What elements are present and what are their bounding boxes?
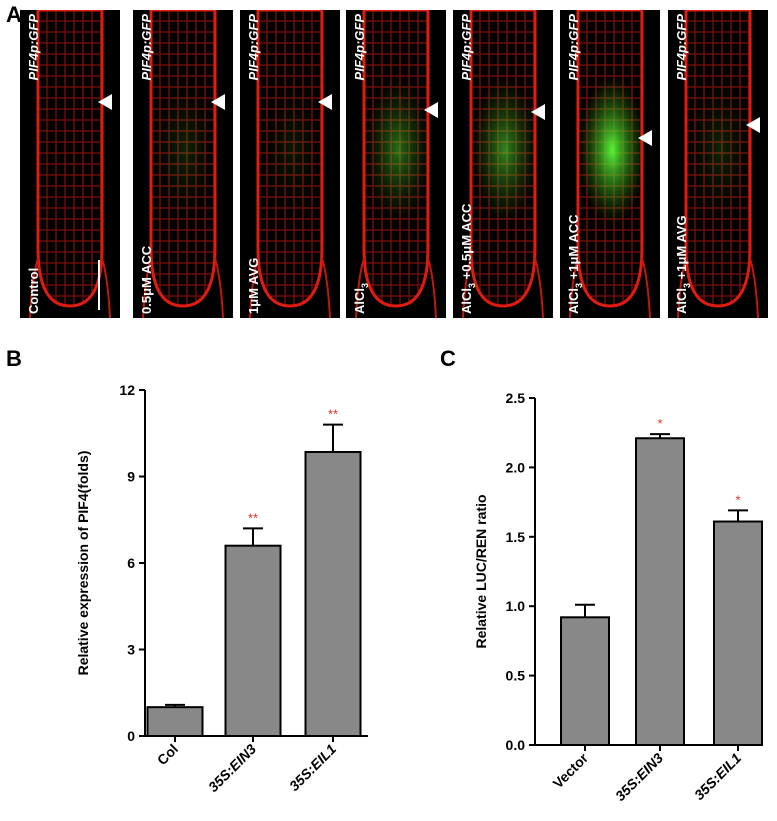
treatment-part: +0.5μM ACC [459, 203, 474, 283]
y-tick-label: 2.5 [506, 390, 526, 406]
arrowhead [318, 94, 332, 110]
gfp-signal [151, 75, 219, 225]
construct-label: PIF4p:GFP [459, 14, 474, 81]
treatment-part: +1μM AVG [674, 215, 689, 283]
micrograph: PIF4p:GFP AlCl3 [346, 10, 446, 318]
root-outline [684, 10, 752, 308]
root-cap [29, 257, 111, 318]
bar [224, 544, 282, 738]
root-cap [569, 257, 651, 318]
gfp-signal [258, 75, 326, 225]
micrograph: PIF4p:GFP 0.5μM ACC [133, 10, 233, 318]
y-tick-label: 0.5 [506, 668, 526, 684]
x-tick-label: Col [154, 741, 181, 768]
micrograph: PIF4p:GFP AlCl3 +1μM AVG [668, 10, 768, 318]
root-outline [36, 10, 104, 308]
treatment-part: 3 [574, 283, 584, 288]
construct-label: PIF4p:GFP [26, 14, 41, 81]
construct-label: PIF4p:GFP [246, 14, 261, 81]
y-axis-title: Relative LUC/REN ratio [473, 494, 489, 648]
bar [713, 520, 763, 746]
root-outline [576, 10, 644, 308]
y-tick-label: 6 [127, 555, 135, 571]
bar [560, 616, 610, 747]
y-tick-label: 9 [127, 469, 135, 485]
root-cap [677, 257, 759, 318]
panel-label: A [6, 2, 22, 27]
gfp-signal [471, 75, 539, 225]
bar [146, 706, 204, 738]
significance-mark: * [657, 416, 662, 431]
construct-label: PIF4p:GFP [352, 14, 367, 81]
treatment-part: Control [26, 268, 41, 314]
y-tick-label: 0.0 [506, 737, 526, 753]
significance-mark: ** [248, 510, 258, 525]
treatment-part: AlCl [352, 288, 367, 314]
x-tick-label: 35S:EIL1 [691, 750, 744, 803]
root-cap [462, 257, 544, 318]
gfp-signal [686, 75, 754, 225]
root-cap [249, 257, 331, 318]
construct-label: PIF4p:GFP [674, 14, 689, 81]
treatment-label: AlCl3 [352, 283, 370, 314]
micrograph: PIF4p:GFP AlCl3 +1μM ACC [560, 10, 660, 318]
treatment-label: 1μM AVG [246, 258, 261, 314]
y-tick-label: 3 [127, 642, 135, 658]
treatment-label: AlCl3 +1μM ACC [566, 214, 584, 314]
treatment-part: 3 [360, 283, 370, 288]
arrowhead [746, 117, 760, 133]
arrowhead [424, 102, 438, 118]
root-outline [149, 10, 217, 308]
construct-label: PIF4p:GFP [566, 14, 581, 81]
y-tick-label: 1.5 [506, 529, 526, 545]
bar [635, 437, 685, 746]
x-tick-label: 35S:EIN3 [205, 741, 259, 795]
arrowhead [211, 94, 225, 110]
treatment-label: AlCl3 +0.5μM ACC [459, 203, 477, 314]
treatment-part: 0.5μM ACC [139, 245, 154, 314]
treatment-part: AlCl [674, 288, 689, 314]
x-tick-label: Vector [550, 749, 592, 791]
y-tick-label: 12 [119, 382, 135, 398]
gfp-signal [364, 75, 432, 225]
treatment-part: 3 [682, 283, 692, 288]
arrowhead [638, 130, 652, 146]
y-axis-title: Relative expression of PIF4(folds) [75, 451, 91, 676]
treatment-part: AlCl [566, 288, 581, 314]
significance-mark: ** [328, 407, 338, 422]
treatment-label: Control [26, 268, 41, 314]
gfp-signal [578, 75, 646, 225]
root-outline [362, 10, 430, 308]
arrowhead [531, 104, 545, 120]
treatment-part: 3 [467, 283, 477, 288]
x-tick-label: 35S:EIL1 [286, 741, 339, 794]
root-outline [469, 10, 537, 308]
panel-label: C [440, 346, 456, 371]
y-tick-label: 0 [127, 728, 135, 744]
panel-label: B [6, 346, 22, 371]
micrograph: PIF4p:GFP 1μM AVG [240, 10, 340, 318]
treatment-part: +1μM ACC [566, 214, 581, 283]
treatment-label: 0.5μM ACC [139, 245, 154, 314]
treatment-part: AlCl [459, 288, 474, 314]
root-cells [38, 10, 102, 306]
root-cap [355, 257, 437, 318]
micrograph: PIF4p:GFP Control [20, 10, 120, 318]
significance-mark: * [735, 492, 740, 507]
root-cap [142, 257, 224, 318]
treatment-label: AlCl3 +1μM AVG [674, 215, 692, 314]
x-tick-label: 35S:EIN3 [612, 750, 666, 804]
construct-label: PIF4p:GFP [139, 14, 154, 81]
bar [304, 450, 362, 737]
arrowhead [98, 94, 112, 110]
y-tick-label: 2.0 [506, 459, 526, 475]
y-tick-label: 1.0 [506, 598, 526, 614]
micrograph: PIF4p:GFP AlCl3 +0.5μM ACC [453, 10, 553, 318]
root-outline [256, 10, 324, 308]
treatment-part: 1μM AVG [246, 258, 261, 314]
